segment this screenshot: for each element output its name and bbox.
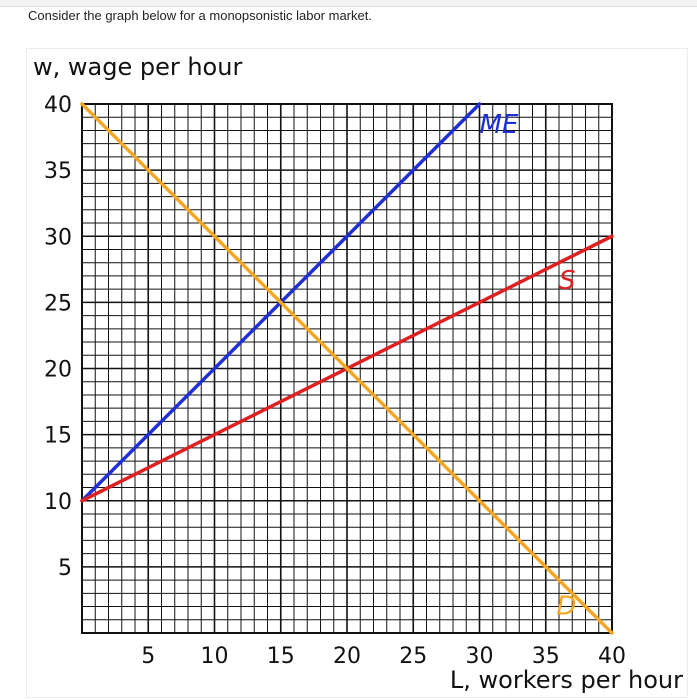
x-tick-label: 25 <box>399 644 427 669</box>
series-line-d <box>80 102 614 635</box>
curve-labels: ME S D <box>480 110 577 621</box>
x-tick-label: 15 <box>267 644 295 669</box>
plot-border <box>81 103 613 634</box>
ticks: 5 10 15 20 25 30 35 40 5 10 15 20 25 30 35 40 <box>44 93 626 669</box>
curves <box>80 102 614 635</box>
x-axis-label: L, workers per hour <box>450 666 683 694</box>
curve-label-s: S <box>559 266 576 296</box>
x-tick-label: 30 <box>466 644 494 669</box>
curve-label-me: ME <box>480 110 519 140</box>
question-prompt: Consider the graph below for a monopsoni… <box>28 8 372 23</box>
browser-top-strip <box>0 0 697 7</box>
x-tick-label: 35 <box>532 644 560 669</box>
y-tick-label: 15 <box>44 424 72 449</box>
y-tick-label: 25 <box>44 291 72 316</box>
y-tick-label: 40 <box>44 93 72 118</box>
y-tick-label: 20 <box>44 358 72 383</box>
y-tick-label: 35 <box>44 159 72 184</box>
y-tick-label: 5 <box>58 556 72 581</box>
x-tick-label: 10 <box>201 644 229 669</box>
y-tick-label: 30 <box>44 225 72 250</box>
y-axis-label: w, wage per hour <box>33 53 242 81</box>
grid <box>81 103 613 634</box>
y-tick-label: 10 <box>44 490 72 515</box>
curve-label-d: D <box>556 591 576 621</box>
x-tick-label: 20 <box>333 644 361 669</box>
x-tick-label: 40 <box>598 644 626 669</box>
x-tick-label: 5 <box>141 644 155 669</box>
